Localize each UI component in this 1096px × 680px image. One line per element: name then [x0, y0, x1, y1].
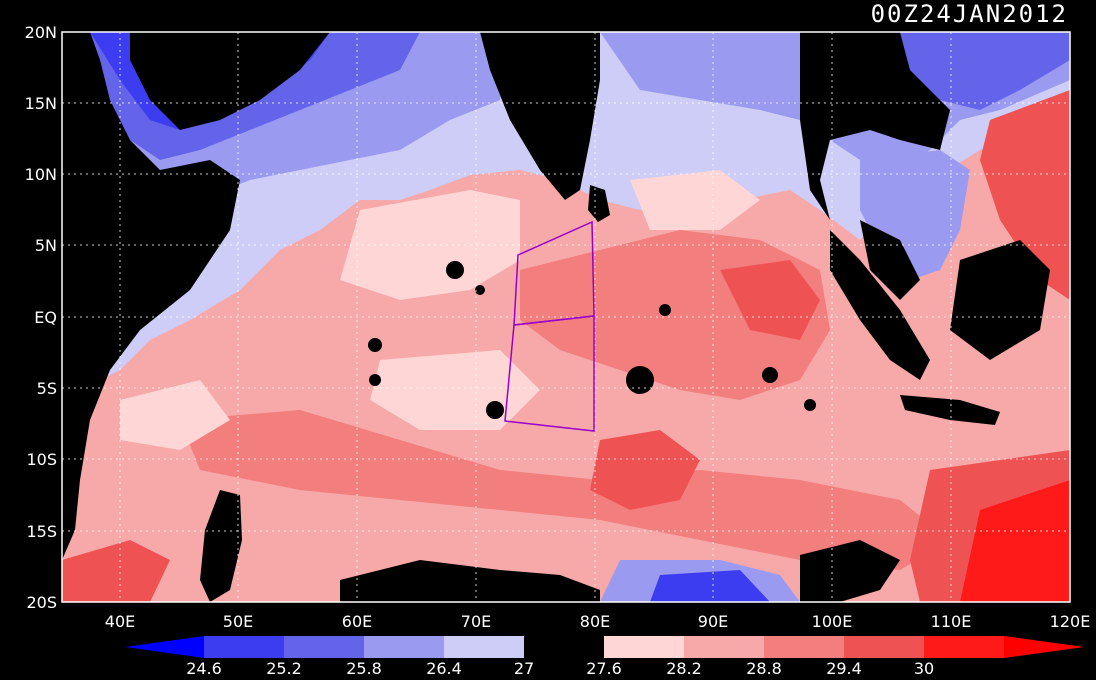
island-8: [659, 304, 671, 316]
colorbar-label: 27.6: [586, 659, 622, 678]
land-srilanka: [588, 185, 610, 222]
colorbar-swatch: [684, 636, 764, 658]
land-java: [900, 395, 1000, 425]
lat-label: 5S: [37, 379, 57, 398]
lat-label: 15N: [25, 94, 57, 113]
colorbar-swatch: [604, 636, 684, 658]
cool-region-scs: [900, 32, 1070, 110]
island-5: [486, 401, 504, 419]
lat-label: 20S: [26, 593, 57, 612]
lon-label: 70E: [461, 612, 491, 631]
plot-frame: [61, 31, 1071, 603]
colorbar-swatch: [284, 636, 364, 658]
lon-label: 120E: [1050, 612, 1091, 631]
land-madagascar: [200, 490, 242, 602]
colorbar-swatch: [924, 636, 1004, 658]
land-borneo: [950, 240, 1050, 360]
land-india: [480, 32, 600, 200]
lon-label: 50E: [223, 612, 253, 631]
land-africa: [62, 32, 240, 560]
land-indochina: [800, 32, 950, 220]
colorbar-label: 24.6: [186, 659, 222, 678]
colorbar-label: 25.2: [266, 659, 302, 678]
lon-label: 110E: [931, 612, 972, 631]
mild-region-3: [630, 170, 760, 230]
colorbar-label: 25.8: [346, 659, 382, 678]
grid-lines: [62, 32, 1070, 602]
island-7: [369, 374, 381, 386]
lat-labels: 20N 15N 10N 5N EQ 5S 10S 15S 20S: [25, 23, 57, 612]
lat-label: 5N: [35, 236, 57, 255]
colorbar-arrow-high: [1004, 636, 1084, 658]
colorbar-label: 29.4: [826, 659, 862, 678]
island-4: [762, 367, 778, 383]
colorbar-label: 27: [514, 659, 534, 678]
warm-core-south: [180, 410, 950, 570]
island-3: [626, 366, 654, 394]
warm-core-east: [980, 90, 1070, 300]
island-1: [446, 261, 464, 279]
lat-label: 20N: [25, 23, 57, 42]
colorbar-swatch: [524, 636, 604, 658]
lon-label: 80E: [580, 612, 610, 631]
lon-label: 100E: [812, 612, 853, 631]
lat-label: 15S: [26, 522, 57, 541]
land-sumatra: [830, 230, 930, 380]
land-south-2: [800, 540, 900, 602]
land-masses: [62, 32, 1050, 602]
lon-labels: 40E 50E 60E 70E 80E 90E 100E 110E 120E: [105, 612, 1091, 631]
colorbar-swatch: [204, 636, 284, 658]
island-2: [368, 338, 382, 352]
warm-core-southeast-hot: [960, 480, 1070, 602]
colorbar-label: 28.8: [746, 659, 782, 678]
lat-label: 10N: [25, 165, 57, 184]
colorbar: [125, 636, 1084, 658]
colorbar-arrow-low: [125, 636, 204, 658]
island-6: [475, 285, 485, 295]
cool-region-south-deep: [650, 570, 770, 602]
island-9: [804, 399, 816, 411]
map-title: 00Z24JAN2012: [871, 0, 1068, 28]
lat-label: EQ: [34, 308, 57, 327]
plot-area: [62, 32, 1070, 602]
colorbar-label: 28.2: [666, 659, 702, 678]
warm-core-southwest: [62, 540, 170, 602]
warm-core-deep-2: [720, 260, 820, 340]
region-box-south: [504, 315, 595, 432]
land-south: [340, 560, 600, 602]
land-malay: [860, 220, 920, 300]
colorbar-swatch: [444, 636, 524, 658]
land-arabia: [130, 32, 330, 130]
warm-core-deep: [590, 430, 700, 510]
colorbar-label: 30: [914, 659, 934, 678]
mild-region-4: [120, 380, 230, 450]
colorbar-swatch: [364, 636, 444, 658]
colorbar-labels: 24.6 25.2 25.8 26.4 27 27.6 28.2 28.8 29…: [186, 659, 934, 678]
lon-label: 40E: [105, 612, 135, 631]
colorbar-swatch: [844, 636, 924, 658]
lon-label: 90E: [698, 612, 728, 631]
region-boxes: [504, 220, 595, 432]
lat-label: 10S: [26, 450, 57, 469]
lon-label: 60E: [342, 612, 372, 631]
colorbar-label: 26.4: [426, 659, 462, 678]
colorbar-swatch: [764, 636, 844, 658]
